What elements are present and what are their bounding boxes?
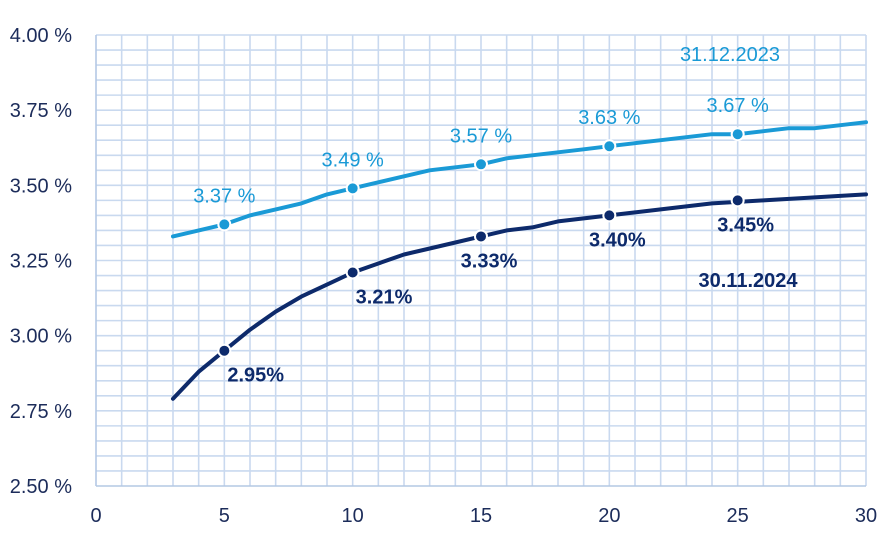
y-tick-label: 3.75 % — [10, 100, 72, 122]
y-tick-label: 3.25 % — [10, 251, 72, 273]
y-tick-label: 2.75 % — [10, 401, 72, 423]
data-point-marker — [602, 208, 617, 223]
y-tick-label: 2.50 % — [10, 476, 72, 498]
data-label: 3.63 % — [578, 107, 640, 129]
series-line-1 — [171, 120, 868, 239]
x-tick-label: 30 — [855, 505, 877, 527]
data-label: 3.40% — [589, 229, 646, 251]
x-tick-label: 10 — [342, 505, 364, 527]
data-label: 3.49 % — [322, 149, 384, 171]
y-tick-label: 3.50 % — [10, 175, 72, 197]
data-point-marker — [730, 193, 745, 208]
x-tick-label: 15 — [470, 505, 492, 527]
series-layer — [171, 120, 868, 401]
tick-labels: 2.50 % 2.75 % 3.00 % 3.25 % 3.50 % 3.75 % 4.00… — [10, 25, 877, 527]
data-label: 3.21% — [356, 287, 413, 309]
data-point-marker — [474, 229, 488, 244]
data-point-marker — [217, 343, 232, 358]
data-point-marker — [474, 157, 488, 172]
x-tick-label: 25 — [727, 505, 749, 527]
data-label: 3.37 % — [193, 185, 255, 207]
series-line-2 — [171, 192, 868, 401]
data-label: 2.95% — [227, 365, 284, 387]
x-tick-label: 5 — [219, 505, 230, 527]
axes — [95, 35, 866, 487]
data-label: 3.33% — [461, 250, 518, 272]
x-tick-label: 0 — [90, 505, 101, 527]
data-point-marker — [602, 139, 617, 154]
data-point-marker — [217, 217, 232, 232]
series-name-label-2: 30.11.2024 — [699, 270, 799, 292]
data-point-marker — [345, 181, 360, 196]
y-tick-label: 3.00 % — [10, 326, 72, 348]
data-point-marker — [730, 127, 745, 142]
data-label: 3.57 % — [450, 125, 512, 147]
data-label: 3.67 % — [707, 95, 769, 117]
y-tick-label: 4.00 % — [10, 25, 72, 47]
data-labels: 3.37 % 3.49 % 3.57 % 3.63 % 3.67 % 2.95% 3.21%… — [193, 44, 798, 387]
x-tick-label: 20 — [598, 505, 620, 527]
data-label: 3.45% — [717, 214, 774, 236]
data-point-marker — [345, 265, 360, 280]
series-name-label-1: 31.12.2023 — [680, 44, 780, 66]
